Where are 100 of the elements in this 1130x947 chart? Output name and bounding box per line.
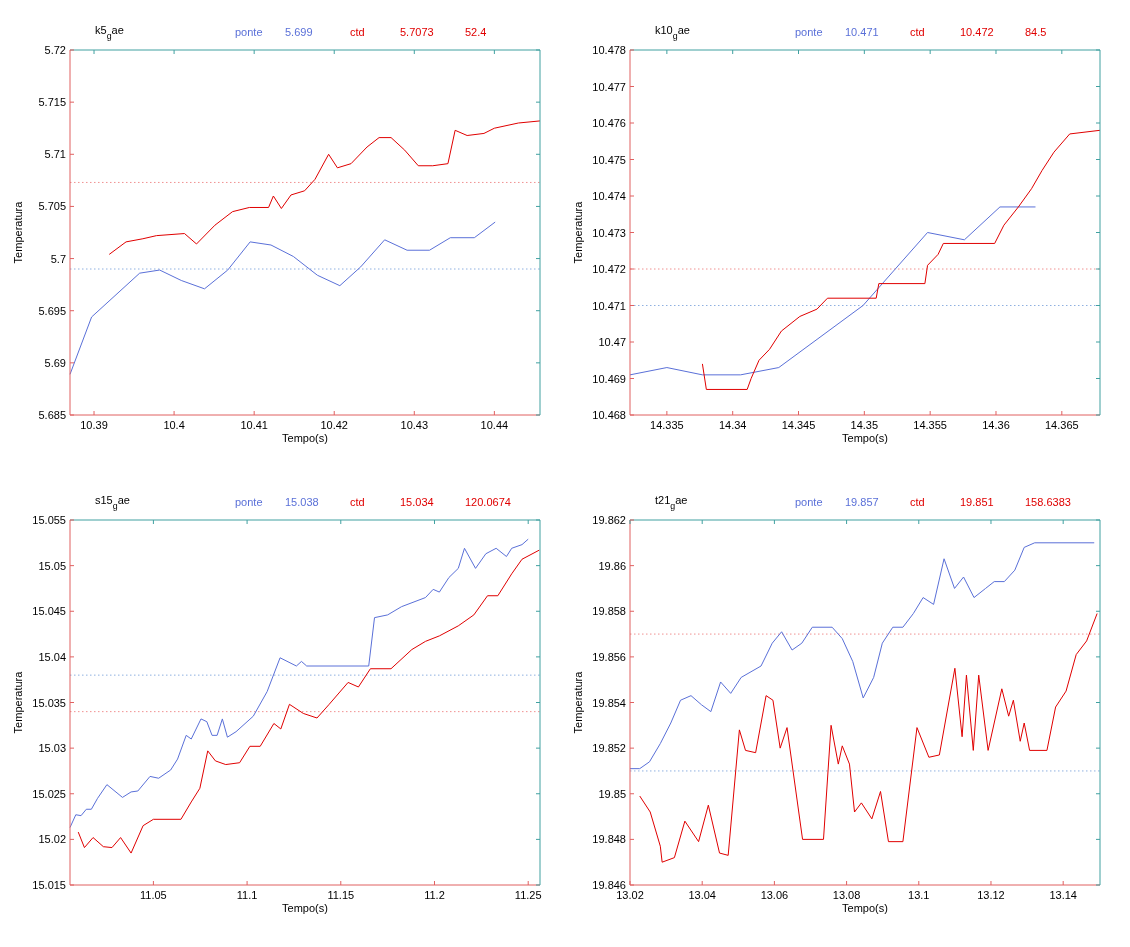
- y-tick-label: 19.846: [592, 879, 626, 891]
- y-tick-label: 19.862: [592, 514, 626, 526]
- y-tick-label: 15.035: [32, 696, 66, 709]
- y-axis-title: Temperatura: [572, 200, 584, 264]
- chart-title: k5$_{g}$ae: [95, 24, 124, 41]
- x-tick-label: 13.12: [977, 889, 1005, 901]
- chart-title: t21$_{g}$ae: [655, 494, 688, 511]
- x-axis-title: Tempo(s): [282, 432, 328, 444]
- x-tick-label: 10.42: [320, 419, 348, 431]
- text: 10.471: [845, 26, 879, 38]
- x-tick-label: 10.39: [80, 419, 108, 431]
- y-tick-label: 15.04: [38, 650, 66, 663]
- x-tick-label: 14.355: [913, 419, 947, 431]
- y-tick-label: 5.705: [38, 200, 66, 213]
- x-tick-label: 11.15: [327, 889, 355, 901]
- x-tick-label: 13.06: [760, 889, 789, 901]
- line-series: [69, 221, 496, 375]
- x-tick-label: 13.14: [1049, 889, 1077, 901]
- text: ponte: [235, 496, 263, 508]
- y-tick-label: 10.47: [598, 336, 626, 348]
- y-tick-label: 19.858: [592, 605, 626, 618]
- y-tick-label: 10.474: [592, 190, 626, 202]
- x-axis-title: Tempo(s): [842, 902, 888, 914]
- y-tick-label: 19.856: [592, 650, 626, 663]
- x-tick-label: 11.2: [424, 889, 445, 901]
- y-tick-label: 10.472: [592, 263, 626, 275]
- text: ponte: [795, 26, 823, 38]
- y-tick-label: 10.469: [592, 372, 626, 385]
- text: 120.0674: [465, 496, 511, 508]
- text: ctd: [910, 26, 925, 38]
- text: ponte: [795, 496, 823, 508]
- x-tick-label: 13.1: [908, 889, 930, 901]
- y-tick-label: 19.85: [598, 787, 626, 800]
- y-tick-label: 5.685: [38, 409, 66, 421]
- text: 52.4: [465, 26, 487, 38]
- y-tick-label: 5.715: [38, 96, 66, 109]
- x-tick-label: 10.41: [240, 419, 268, 431]
- line-series: [108, 120, 541, 255]
- y-axis-title: Temperatura: [12, 200, 24, 264]
- chart-title: k10$_{g}$ae: [655, 24, 690, 41]
- text: 158.6383: [1025, 496, 1071, 508]
- y-tick-label: 10.477: [592, 80, 626, 93]
- y-tick-label: 19.854: [592, 696, 626, 709]
- text: ctd: [350, 26, 365, 38]
- line-series: [639, 613, 1098, 863]
- y-tick-label: 5.695: [38, 304, 66, 317]
- text: 10.472: [960, 26, 994, 38]
- text: 5.699: [285, 26, 313, 38]
- x-axis-title: Tempo(s): [842, 432, 888, 444]
- y-tick-label: 5.72: [44, 44, 66, 56]
- y-tick-label: 15.015: [32, 879, 66, 891]
- y-tick-label: 15.025: [32, 787, 66, 800]
- y-tick-label: 15.02: [38, 833, 66, 846]
- x-tick-label: 11.05: [140, 889, 167, 901]
- y-tick-label: 10.478: [592, 44, 626, 56]
- x-tick-label: 13.04: [688, 889, 716, 901]
- x-tick-label: 14.36: [982, 419, 1010, 431]
- line-series: [629, 542, 1095, 770]
- x-tick-label: 10.44: [480, 419, 509, 431]
- y-tick-label: 10.473: [592, 226, 626, 239]
- text: 15.034: [400, 496, 434, 508]
- text: 19.857: [845, 496, 879, 508]
- text: ctd: [910, 496, 925, 508]
- x-axis-title: Tempo(s): [282, 902, 328, 914]
- text: 19.851: [960, 496, 994, 508]
- y-tick-label: 19.848: [592, 833, 626, 846]
- x-tick-label: 10.43: [400, 419, 429, 431]
- y-tick-label: 10.468: [592, 409, 626, 421]
- y-tick-label: 19.86: [598, 559, 626, 572]
- x-tick-label: 13.02: [616, 889, 644, 901]
- x-tick-label: 13.08: [832, 889, 861, 901]
- y-tick-label: 15.045: [32, 605, 66, 618]
- y-tick-label: 15.055: [32, 514, 66, 526]
- y-tick-label: 15.03: [38, 742, 66, 755]
- x-tick-label: 14.335: [650, 419, 684, 431]
- y-axis-title: Temperatura: [572, 670, 584, 734]
- y-tick-label: 10.471: [592, 299, 626, 312]
- y-tick-label: 19.852: [592, 742, 626, 755]
- y-tick-label: 10.475: [592, 153, 626, 166]
- y-tick-label: 5.7: [50, 252, 66, 265]
- line-series: [701, 129, 1101, 390]
- x-tick-label: 11.1: [236, 889, 258, 901]
- y-tick-label: 15.05: [38, 559, 66, 572]
- x-tick-label: 10.4: [163, 419, 185, 431]
- y-axis-title: Temperatura: [12, 670, 24, 734]
- text: 15.038: [285, 496, 319, 508]
- text: 84.5: [1025, 26, 1047, 38]
- chart-title: s15$_{g}$ae: [95, 494, 130, 511]
- x-tick-label: 14.34: [718, 419, 747, 431]
- y-tick-label: 10.476: [592, 117, 626, 129]
- x-tick-label: 11.25: [514, 889, 542, 901]
- text: ponte: [235, 26, 263, 38]
- x-tick-label: 14.365: [1044, 419, 1079, 431]
- line-series: [629, 206, 1036, 376]
- y-tick-label: 5.69: [44, 356, 66, 369]
- y-tick-label: 5.71: [44, 148, 66, 161]
- x-tick-label: 14.35: [850, 419, 879, 431]
- text: ctd: [350, 496, 365, 508]
- text: 5.7073: [400, 26, 434, 38]
- x-tick-label: 14.345: [781, 419, 816, 431]
